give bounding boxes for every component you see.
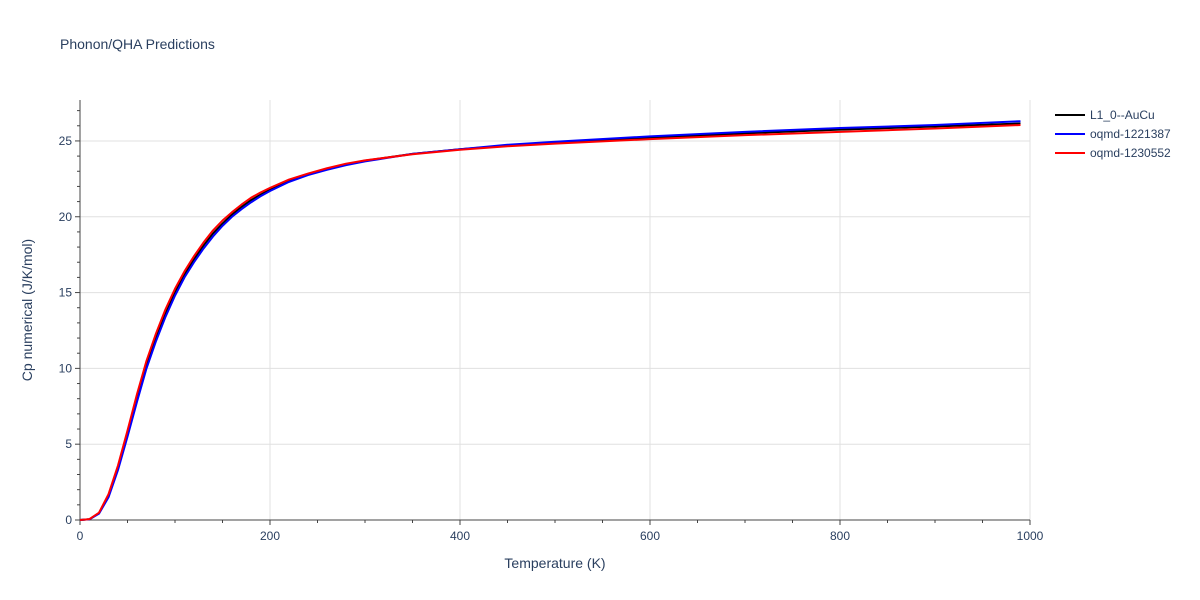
grid-lines <box>80 100 1031 520</box>
plot-area <box>79 120 1021 521</box>
legend-label-0: L1_0--AuCu <box>1090 108 1155 122</box>
series-line-0 <box>79 122 1021 521</box>
y-tick-label: 20 <box>59 210 73 224</box>
x-tick-label: 200 <box>260 529 280 543</box>
x-tick-label: 400 <box>450 529 470 543</box>
x-tick-label: 1000 <box>1017 529 1044 543</box>
y-tick-label: 25 <box>59 134 73 148</box>
axes <box>75 100 1031 525</box>
chart-title: Phonon/QHA Predictions <box>60 36 215 52</box>
y-tick-label: 10 <box>59 361 73 375</box>
y-axis-title: Cp numerical (J/K/mol) <box>19 239 35 381</box>
y-tick-label: 15 <box>59 286 73 300</box>
y-tick-label: 5 <box>65 437 72 451</box>
x-tick-label: 800 <box>830 529 850 543</box>
y-tick-label: 0 <box>65 513 72 527</box>
x-tick-label: 600 <box>640 529 660 543</box>
legend-label-1: oqmd-1221387 <box>1090 127 1171 141</box>
x-tick-label: 0 <box>77 529 84 543</box>
series-line-1 <box>79 120 1021 521</box>
legend: L1_0--AuCu oqmd-1221387 oqmd-1230552 <box>1055 108 1171 160</box>
x-axis-title: Temperature (K) <box>504 555 605 571</box>
series-line-2 <box>79 124 1021 521</box>
tick-labels: 0 200 400 600 800 1000 0 5 10 15 20 25 <box>59 134 1044 543</box>
legend-label-2: oqmd-1230552 <box>1090 146 1171 160</box>
